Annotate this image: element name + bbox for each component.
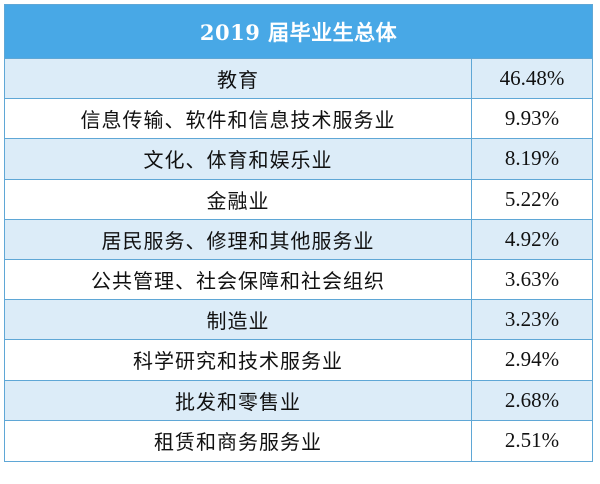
table-row: 租赁和商务服务业 2.51% bbox=[5, 420, 592, 461]
table-title: 2019 届毕业生总体 bbox=[5, 5, 592, 59]
percent-cell: 2.51% bbox=[504, 428, 560, 453]
percent-cell: 5.22% bbox=[504, 186, 560, 211]
table-row: 金融业 5.22% bbox=[5, 179, 592, 220]
table-row: 居民服务、修理和其他服务业 4.92% bbox=[5, 219, 592, 260]
percent-cell: 46.48% bbox=[499, 66, 565, 91]
table-row: 批发和零售业 2.68% bbox=[5, 380, 592, 421]
industry-cell: 金融业 bbox=[5, 179, 472, 219]
percent-cell: 4.92% bbox=[504, 226, 560, 251]
percent-cell: 3.23% bbox=[504, 307, 560, 332]
percent-cell: 8.19% bbox=[504, 146, 560, 171]
percent-cell: 9.93% bbox=[504, 106, 560, 131]
industry-table: 2019 届毕业生总体 教育 46.48% 信息传输、软件和信息技术服务业 9.… bbox=[4, 4, 593, 462]
percent-cell: 2.68% bbox=[504, 387, 560, 412]
industry-cell: 文化、体育和娱乐业 bbox=[5, 139, 472, 179]
industry-cell: 批发和零售业 bbox=[5, 380, 472, 420]
industry-cell: 租赁和商务服务业 bbox=[5, 420, 472, 461]
table-row: 信息传输、软件和信息技术服务业 9.93% bbox=[5, 99, 592, 140]
percent-cell: 2.94% bbox=[504, 347, 560, 372]
industry-cell: 教育 bbox=[5, 59, 472, 99]
table-row: 教育 46.48% bbox=[5, 59, 592, 100]
table-row: 制造业 3.23% bbox=[5, 300, 592, 341]
industry-cell: 公共管理、社会保障和社会组织 bbox=[5, 259, 472, 300]
table-row: 文化、体育和娱乐业 8.19% bbox=[5, 139, 592, 180]
percent-cell: 3.63% bbox=[504, 267, 560, 292]
table-row: 科学研究和技术服务业 2.94% bbox=[5, 340, 592, 381]
industry-cell: 居民服务、修理和其他服务业 bbox=[5, 219, 472, 259]
industry-cell: 信息传输、软件和信息技术服务业 bbox=[5, 99, 472, 139]
industry-cell: 制造业 bbox=[5, 300, 472, 340]
table-row: 公共管理、社会保障和社会组织 3.63% bbox=[5, 259, 592, 301]
industry-cell: 科学研究和技术服务业 bbox=[5, 340, 472, 380]
